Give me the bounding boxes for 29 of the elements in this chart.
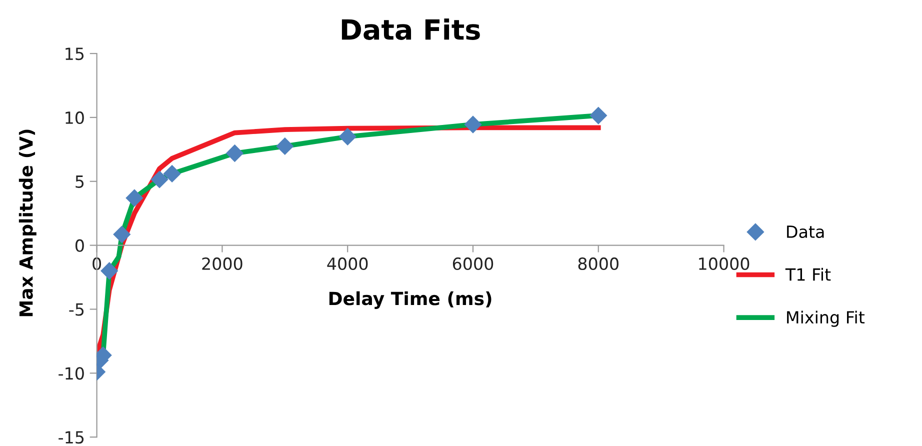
y-tick-label: -5	[69, 303, 84, 316]
x-tick-label: 2000	[202, 257, 242, 270]
point	[126, 189, 143, 207]
y-tick-label: 0	[76, 239, 84, 252]
y-tick-label: -15	[58, 431, 84, 444]
x-tick-label: 4000	[327, 257, 368, 270]
x-axis-title: Delay Time (ms)	[329, 291, 492, 309]
y-tick-label: 15	[66, 48, 84, 60]
chart-title: Data Fits	[342, 18, 480, 40]
point	[339, 128, 356, 146]
x-tick-label: 8000	[578, 257, 618, 270]
legend-label: Data	[787, 226, 824, 238]
point	[464, 116, 482, 134]
x-tick-label: 0	[92, 257, 102, 270]
x-tick-label: 6000	[452, 257, 494, 270]
y-tick-label: -10	[58, 367, 84, 380]
point	[113, 226, 130, 243]
x-tick-label: 10000	[699, 257, 750, 270]
point	[590, 106, 607, 124]
legend-label: Mixing Fit	[787, 310, 865, 327]
legend-label: T1 Fit	[785, 268, 831, 281]
point	[226, 144, 244, 162]
y-tick-label: 10	[66, 111, 84, 124]
point	[100, 262, 118, 280]
point	[150, 170, 168, 188]
y-tick-label: 5	[76, 176, 84, 188]
y-axis-title: Max Amplitude (V)	[18, 130, 36, 316]
point	[276, 138, 294, 155]
point	[163, 165, 181, 182]
